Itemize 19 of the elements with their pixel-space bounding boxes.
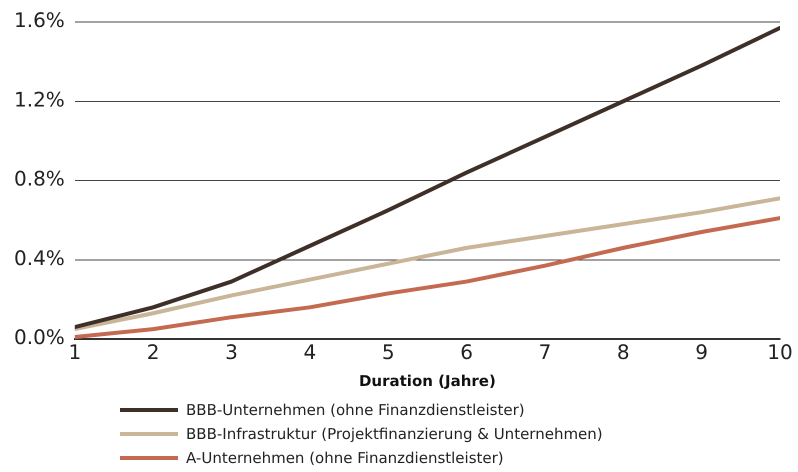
y-tick-label: 1.6% — [14, 8, 65, 32]
legend-label: A-Unternehmen (ohne Finanzdienstleister) — [186, 449, 504, 467]
y-tick-label: 0.4% — [14, 246, 65, 270]
legend-label: BBB-Infrastruktur (Projektfinanzierung & Unternehmen) — [186, 425, 603, 443]
x-tick-label: 6 — [460, 340, 473, 364]
x-tick-label: 1 — [68, 340, 82, 364]
x-tick-label: 7 — [538, 340, 552, 364]
x-tick-label: 4 — [304, 340, 316, 364]
y-tick-label: 0.0% — [14, 325, 65, 350]
y-tick-label: 1.2% — [14, 87, 65, 112]
x-tick-label: 9 — [695, 340, 708, 364]
x-tick-label: 5 — [382, 340, 395, 364]
x-axis-title: Duration (Jahre) — [358, 372, 496, 390]
legend-label: BBB-Unternehmen (ohne Finanzdienstleister) — [186, 401, 525, 419]
x-tick-label: 8 — [616, 340, 630, 364]
x-tick-label: 2 — [146, 340, 160, 364]
y-tick-label: 0.8% — [14, 166, 65, 191]
x-tick-label: 10 — [767, 340, 793, 364]
x-tick-label: 3 — [225, 340, 238, 364]
